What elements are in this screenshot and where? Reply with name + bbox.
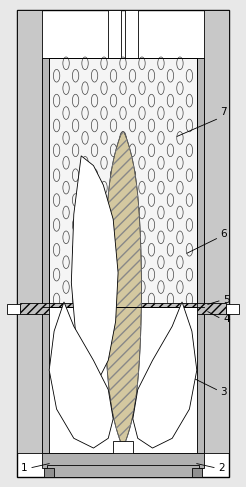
Bar [204, 10, 229, 453]
Bar [125, 10, 138, 78]
Text: 1: 1 [21, 464, 28, 473]
Bar [17, 10, 42, 453]
Bar [47, 465, 199, 477]
Bar [42, 453, 204, 468]
Text: 2: 2 [218, 464, 225, 473]
Polygon shape [49, 302, 113, 448]
Bar [49, 307, 197, 453]
Text: 3: 3 [221, 387, 227, 397]
Bar [192, 468, 202, 477]
Bar [226, 304, 239, 314]
Polygon shape [105, 131, 141, 446]
Bar [108, 10, 121, 78]
Polygon shape [133, 302, 197, 448]
Text: 5: 5 [223, 295, 230, 304]
Text: 7: 7 [221, 107, 227, 117]
Polygon shape [71, 156, 118, 380]
Bar [17, 10, 229, 477]
Bar [20, 303, 226, 314]
Text: 6: 6 [221, 229, 227, 239]
Bar [44, 468, 54, 477]
Bar [42, 58, 49, 453]
Text: 4: 4 [223, 314, 230, 324]
Bar [7, 304, 20, 314]
Bar [42, 58, 204, 78]
Bar [197, 58, 204, 453]
Bar [49, 58, 197, 307]
Bar [113, 441, 133, 460]
